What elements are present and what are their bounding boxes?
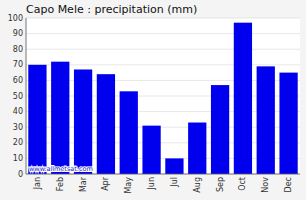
grid-line: [26, 174, 300, 175]
plot-background: [26, 18, 300, 174]
x-axis-line: [26, 174, 300, 175]
y-axis-line: [26, 18, 27, 174]
bar: [142, 126, 160, 174]
x-tick-label: Jul: [170, 177, 179, 188]
x-tick-label: Jan: [33, 177, 42, 190]
chart-container: 0 10 20 30 40 50 60 70 80 90 100 Jan Feb Mar Apr May Jun…: [0, 0, 306, 200]
grid-line: [26, 33, 300, 34]
x-tick-label: Jun: [147, 177, 156, 191]
x-tick-label: Aug: [193, 177, 202, 193]
x-tick-label: Sep: [216, 177, 225, 192]
grid-line: [26, 49, 300, 50]
x-tick-label: Apr: [101, 176, 110, 191]
bar: [74, 69, 92, 174]
y-tick-label: 50: [13, 92, 23, 101]
bar: [165, 158, 183, 174]
x-tick-label: Nov: [261, 177, 270, 193]
bar: [120, 91, 138, 174]
bar: [51, 62, 69, 174]
y-tick-label: 30: [13, 123, 23, 132]
bar: [257, 66, 275, 174]
grid-line: [26, 18, 300, 19]
y-tick-label: 90: [13, 29, 23, 38]
bar: [188, 123, 206, 174]
y-tick-label: 80: [13, 45, 23, 54]
watermark: www.allmetsat.com: [29, 165, 93, 173]
bar: [234, 23, 252, 174]
y-tick-label: 10: [13, 154, 23, 163]
x-tick-label: May: [124, 177, 133, 194]
y-tick-label: 100: [8, 14, 23, 23]
x-tick-label: Mar: [79, 176, 88, 192]
x-tick-label: Oct: [238, 177, 247, 191]
x-tick-label: Feb: [56, 177, 65, 191]
y-tick-label: 20: [13, 138, 23, 147]
bar: [279, 73, 297, 174]
y-tick-label: 0: [18, 170, 23, 179]
x-tick-label: Dec: [284, 177, 293, 192]
bars: [28, 23, 297, 174]
bar: [28, 65, 46, 174]
chart-svg: 0 10 20 30 40 50 60 70 80 90 100 Jan Feb Mar Apr May Jun…: [0, 0, 306, 200]
title: Capo Mele : precipitation (mm): [26, 3, 197, 16]
bar: [97, 74, 115, 174]
y-tick-label: 40: [13, 107, 23, 116]
bar: [211, 85, 229, 174]
y-tick-label: 60: [13, 76, 23, 85]
y-tick-label: 70: [13, 60, 23, 69]
